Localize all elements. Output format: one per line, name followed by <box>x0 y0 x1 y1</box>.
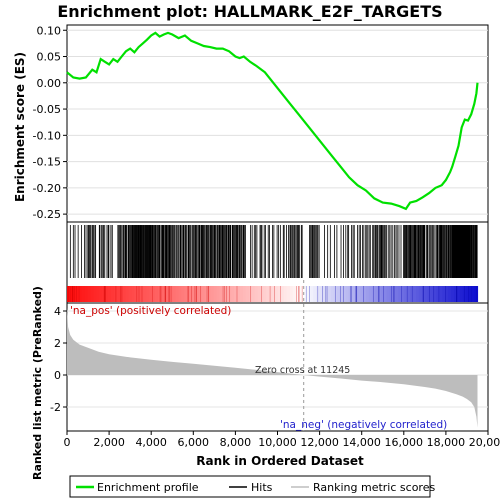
x-tick-label: 6,000 <box>178 436 210 449</box>
es-tick-label: -0.25 <box>33 208 61 221</box>
metric-tick-label: -2 <box>50 401 61 414</box>
es-tick-label: -0.20 <box>33 182 61 195</box>
es-tick-label: -0.10 <box>33 129 61 142</box>
metric-tick-label: 4 <box>54 305 61 318</box>
positive-correlation-label: 'na_pos' (positively correlated) <box>70 305 231 317</box>
legend-es-label: Enrichment profile <box>97 481 199 494</box>
x-tick-label: 0 <box>64 436 71 449</box>
x-tick-label: 14,000 <box>342 436 381 449</box>
x-tick-label: 12,000 <box>300 436 339 449</box>
x-tick-label: 20,000 <box>469 436 500 449</box>
x-tick-label: 4,000 <box>135 436 167 449</box>
legend: Enrichment profile Hits Ranking metric s… <box>70 476 435 497</box>
x-tick-label: 18,000 <box>427 436 466 449</box>
metric-tick-label: 0 <box>54 369 61 382</box>
negative-correlation-label: 'na_neg' (negatively correlated) <box>280 419 447 431</box>
metric-y-axis-label: Ranked list metric (PreRanked) <box>31 286 44 480</box>
es-tick-label: 0.10 <box>37 24 62 37</box>
x-tick-label: 8,000 <box>220 436 252 449</box>
es-tick-label: -0.15 <box>33 156 61 169</box>
es-y-axis-label: Enrichment score (ES) <box>13 52 27 202</box>
es-panel <box>67 25 488 222</box>
metric-y-axis: 4 2 0 -2 <box>50 305 67 414</box>
rank-color-bar <box>67 286 478 302</box>
metric-tick-label: 2 <box>54 337 61 350</box>
es-y-axis: 0.10 0.05 0.00 -0.05 -0.10 -0.15 -0.20 -0.25 <box>33 24 67 221</box>
chart-title: Enrichment plot: HALLMARK_E2F_TARGETS <box>57 2 442 21</box>
rank-color-segment <box>475 286 479 302</box>
hit-marks <box>70 225 477 278</box>
legend-hits-label: Hits <box>251 481 273 494</box>
x-tick-label: 16,000 <box>385 436 424 449</box>
es-tick-label: -0.05 <box>33 103 61 116</box>
es-tick-label: 0.05 <box>37 51 62 64</box>
x-tick-label: 2,000 <box>93 436 125 449</box>
legend-metric-label: Ranking metric scores <box>313 481 435 494</box>
es-tick-label: 0.00 <box>37 77 62 90</box>
zero-cross-label: Zero cross at 11245 <box>255 365 350 376</box>
x-tick-label: 10,000 <box>258 436 297 449</box>
x-axis-label: Rank in Ordered Dataset <box>196 454 364 468</box>
